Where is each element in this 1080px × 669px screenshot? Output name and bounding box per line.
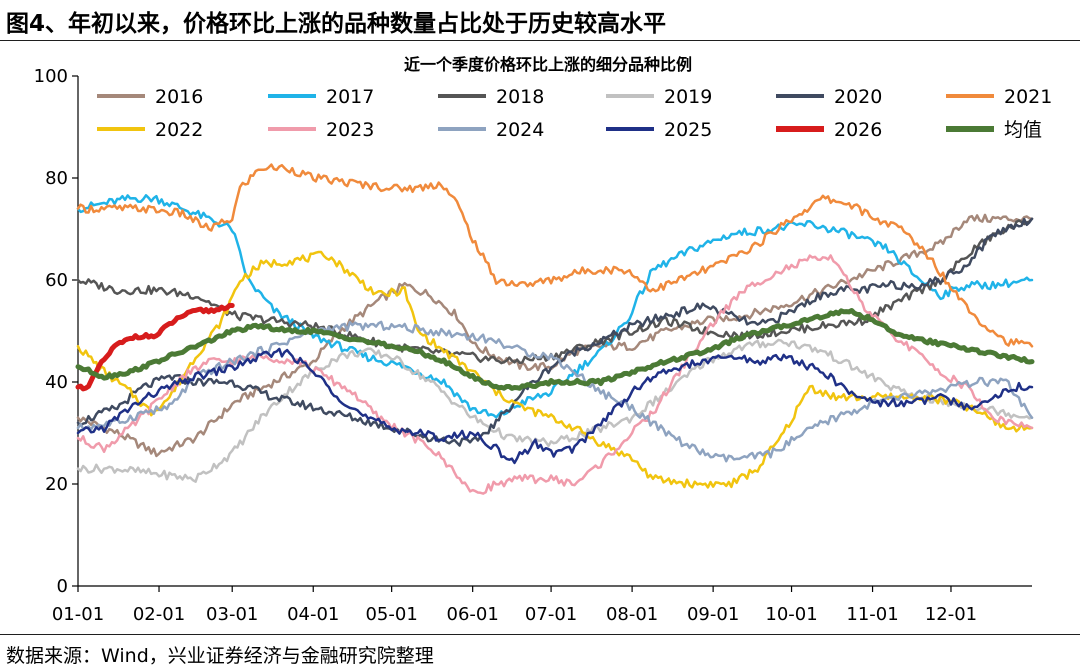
x-tick-label: 10-01 [765, 604, 817, 625]
series-line-2018 [76, 217, 1034, 365]
line-chart: 近一个季度价格环比上涨的细分品种比例 0 20 40 60 80 100 01-01 02-0… [34, 55, 1053, 625]
series-line-2019 [76, 338, 1034, 483]
x-tick-label: 08-01 [606, 604, 658, 625]
y-tick-label: 60 [45, 270, 68, 291]
x-tick-label: 07-01 [525, 604, 577, 625]
series-line-均值 [75, 308, 1035, 391]
y-tick-label: 0 [57, 576, 68, 597]
series-line-2021 [76, 163, 1034, 348]
series-line-2023 [76, 254, 1034, 495]
legend-label-2020: 2020 [834, 86, 882, 108]
y-tick-label: 100 [34, 66, 68, 87]
figure-title: 图4、年初以来，价格环比上涨的品种数量占比处于历史较高水平 [6, 11, 667, 37]
legend-label-2025: 2025 [664, 119, 712, 141]
series-line-2026 [75, 302, 235, 392]
y-tick-label: 40 [45, 372, 68, 393]
series-line-2025 [76, 347, 1034, 465]
y-tick-label: 20 [45, 474, 68, 495]
x-tick-label: 12-01 [925, 604, 977, 625]
source-rule [0, 634, 1080, 635]
x-tick-label: 01-01 [52, 604, 104, 625]
series-line-2020 [76, 217, 1034, 447]
title-rule [0, 40, 1080, 41]
legend-label-2024: 2024 [496, 119, 544, 141]
x-tick-label: 05-01 [365, 604, 417, 625]
series-group [75, 163, 1035, 495]
legend: 2016 2017 2018 2019 2020 2021 2022 2023 2024 2025… [97, 86, 1052, 141]
x-tick-label: 02-01 [133, 604, 185, 625]
legend-label-2026: 2026 [834, 119, 882, 141]
legend-label-2017: 2017 [326, 86, 374, 108]
series-line-2017 [76, 194, 1034, 419]
legend-label-2022: 2022 [155, 119, 203, 141]
source-note: 数据来源：Wind，兴业证券经济与金融研究院整理 [6, 645, 434, 667]
series-line-2022 [76, 250, 1034, 489]
legend-label-2023: 2023 [326, 119, 374, 141]
legend-label-2021: 2021 [1004, 86, 1052, 108]
y-tick-label: 80 [45, 168, 68, 189]
legend-label-2019: 2019 [664, 86, 712, 108]
x-tick-label: 06-01 [447, 604, 499, 625]
x-tick-label: 04-01 [287, 604, 339, 625]
x-tick-label: 03-01 [206, 604, 258, 625]
axes: 0 20 40 60 80 100 01-01 02-01 03-01 04-01 05-01 06-… [34, 66, 1032, 625]
legend-label-2018: 2018 [496, 86, 544, 108]
x-tick-label: 09-01 [687, 604, 739, 625]
legend-label-2016: 2016 [155, 86, 203, 108]
series-line-2024 [76, 320, 1034, 463]
chart-title: 近一个季度价格环比上涨的细分品种比例 [404, 55, 692, 74]
legend-label-均值: 均值 [1004, 119, 1042, 141]
x-tick-label: 11-01 [846, 604, 898, 625]
